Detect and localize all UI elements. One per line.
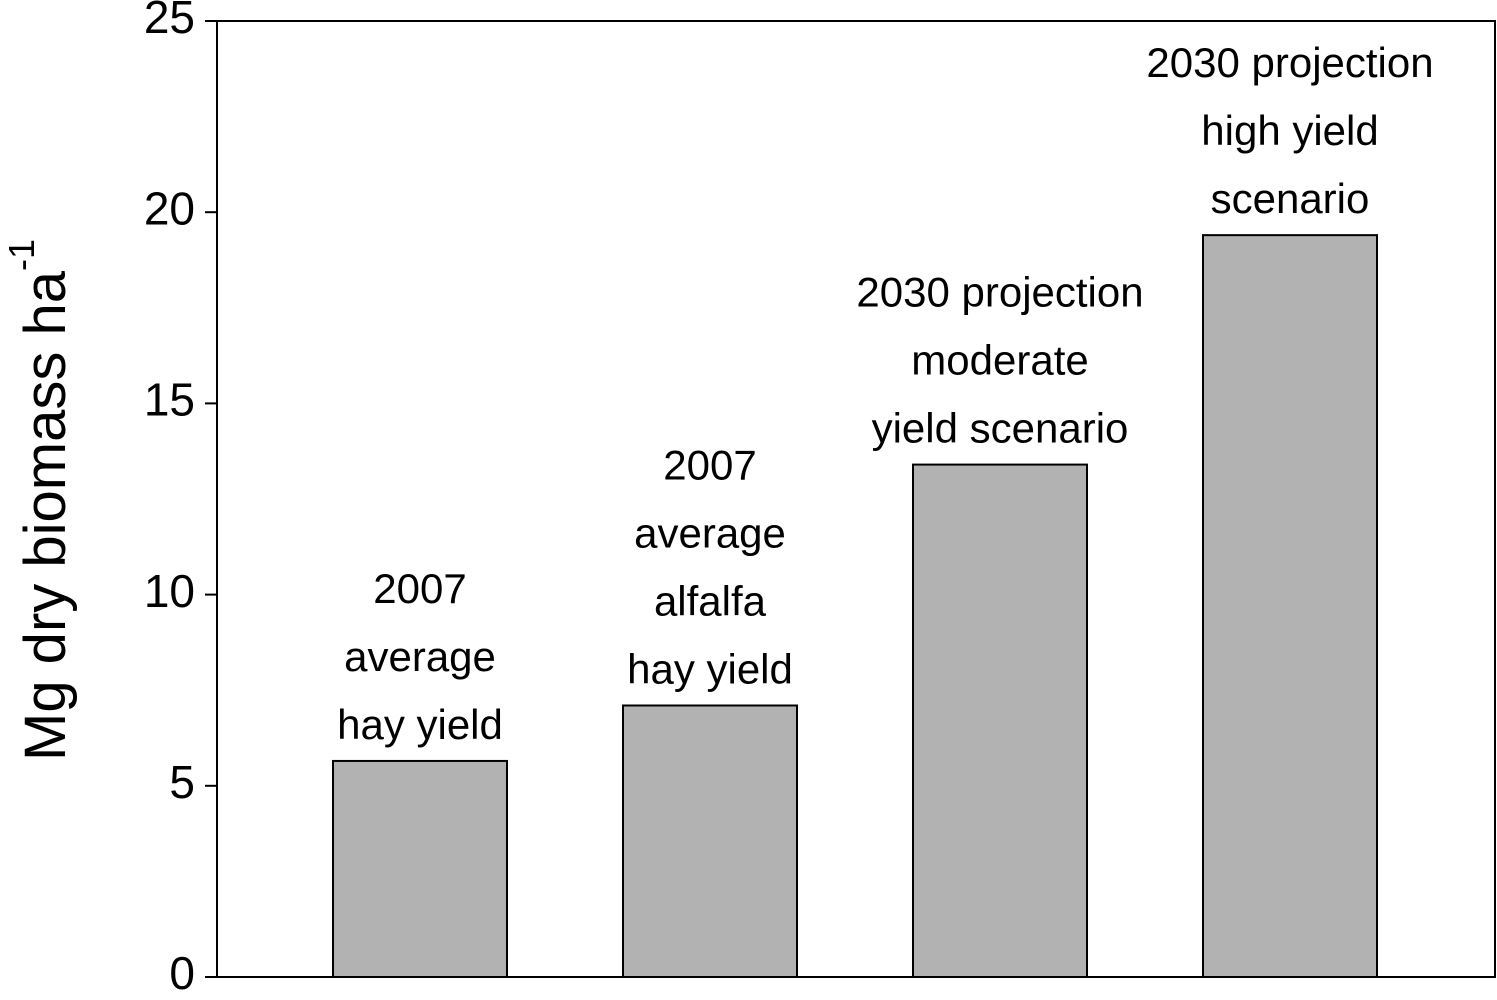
plot-frame (216, 20, 1496, 978)
y-tick-label: 10 (144, 565, 195, 617)
bar-label: 2007 (373, 565, 466, 612)
bar (622, 704, 798, 978)
bar-label: alfalfa (654, 578, 767, 625)
bar-label: high yield (1201, 107, 1378, 154)
y-axis-label: Mg dry biomass ha-1 (1, 239, 79, 761)
y-tick-label: 5 (169, 756, 195, 808)
bar-label: average (344, 633, 496, 680)
bar (912, 463, 1088, 979)
y-tick-label: 25 (144, 0, 195, 43)
bar-label: scenario (1211, 175, 1370, 222)
y-tick-label: 20 (144, 182, 195, 234)
bar (332, 759, 508, 978)
y-tick-label: 0 (169, 947, 195, 999)
y-tick-label: 15 (144, 374, 195, 426)
bar-label: hay yield (627, 646, 793, 693)
y-axis-label-superscript: -1 (1, 239, 42, 271)
y-axis-label-text: Mg dry biomass ha (13, 270, 78, 761)
bar-label: average (634, 510, 786, 557)
bar-label: yield scenario (872, 405, 1129, 452)
bar-label: 2030 projection (1146, 39, 1433, 86)
bar-label: moderate (911, 337, 1088, 384)
bar-label: 2030 projection (856, 269, 1143, 316)
bar-label: hay yield (337, 701, 503, 748)
bar (1202, 234, 1378, 979)
bar-label: 2007 (663, 442, 756, 489)
